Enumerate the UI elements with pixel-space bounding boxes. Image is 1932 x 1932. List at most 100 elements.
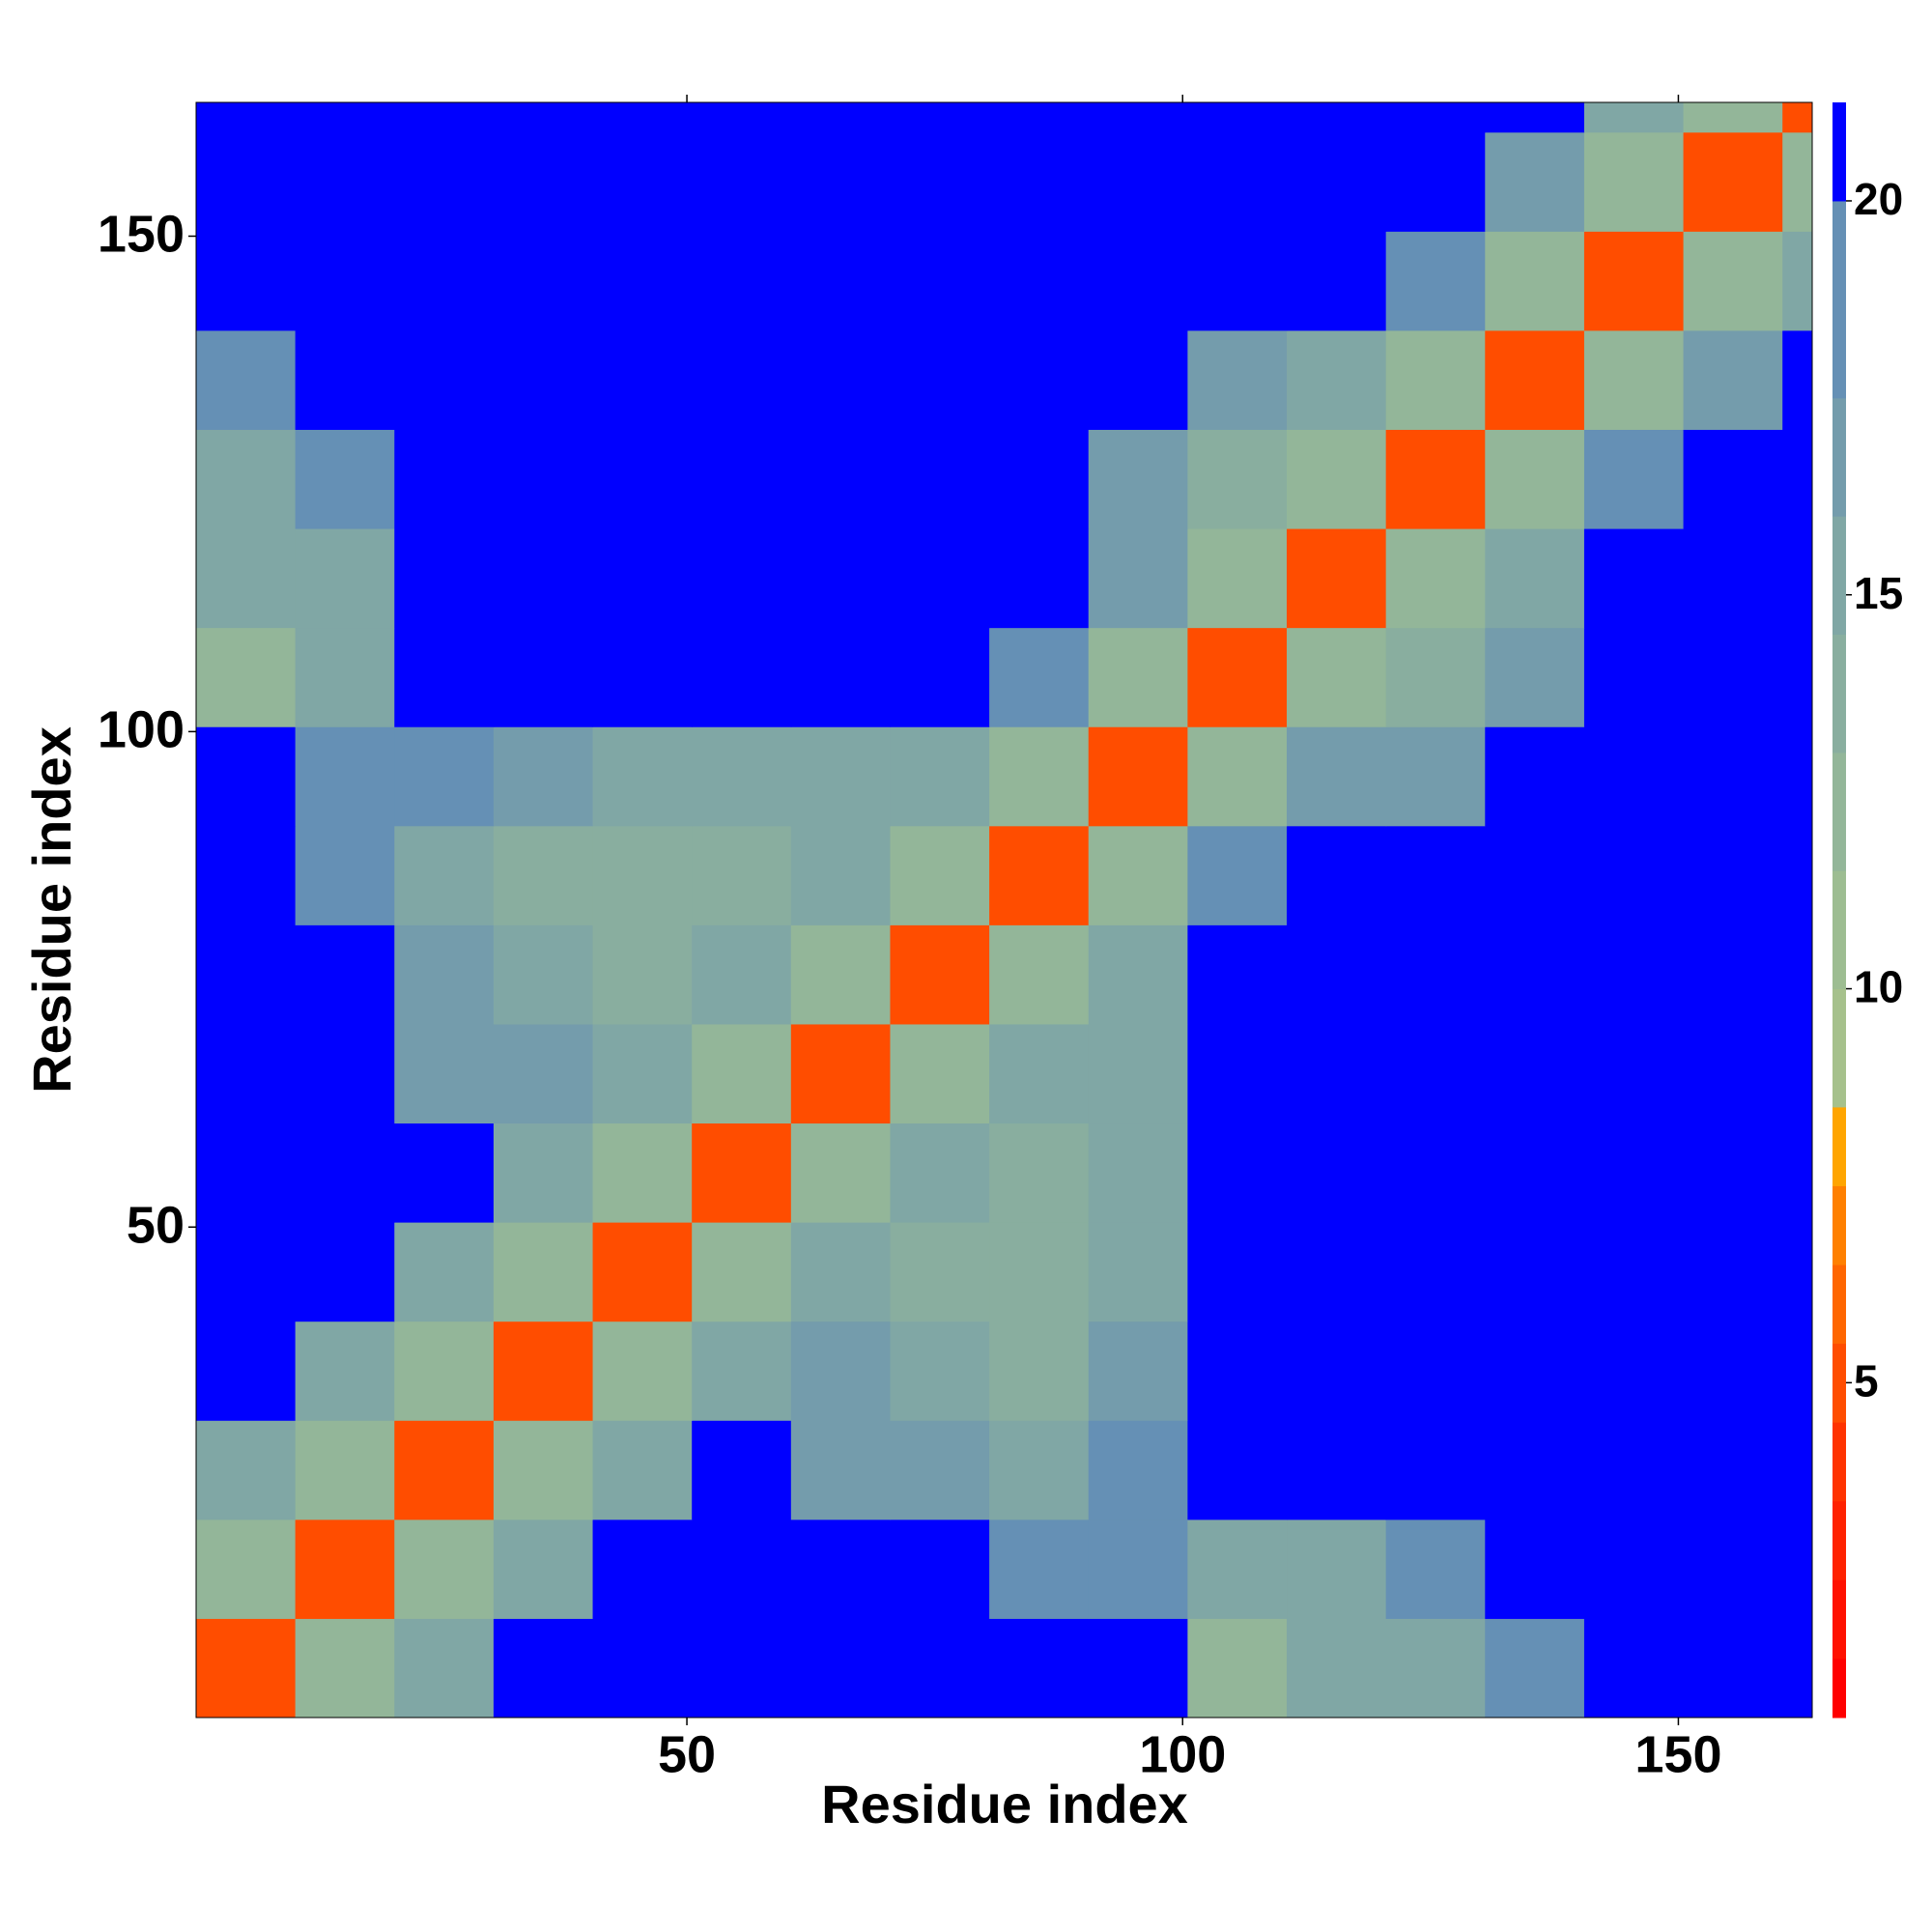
heatmap-cell [989, 1420, 1090, 1520]
colorbar-tick-label: 15 [1854, 568, 1903, 618]
heatmap-cell [1485, 1420, 1585, 1520]
heatmap-cell [1782, 825, 1813, 925]
heatmap-cell [493, 131, 594, 232]
heatmap-cell [1287, 429, 1387, 529]
heatmap-cell [890, 429, 990, 529]
heatmap-cell [1187, 429, 1288, 529]
heatmap-cell [196, 131, 297, 232]
heatmap-cell [1782, 1618, 1813, 1719]
heatmap-cell [394, 1618, 495, 1719]
heatmap-cell [692, 131, 792, 232]
heatmap-cell [493, 231, 594, 331]
heatmap-cell [1385, 627, 1486, 727]
heatmap-cell [890, 825, 990, 925]
heatmap-cell [989, 528, 1090, 629]
heatmap-cell [692, 1222, 792, 1322]
heatmap-cell [790, 231, 891, 331]
heatmap-cell [692, 429, 792, 529]
colorbar-band [1833, 102, 1846, 202]
colorbar-band [1833, 1185, 1846, 1265]
heatmap-cell [196, 825, 297, 925]
heatmap-cell [790, 131, 891, 232]
heatmap-cell [890, 1321, 990, 1421]
heatmap-cell [692, 102, 792, 133]
heatmap-cell [1385, 131, 1486, 232]
heatmap-cell [394, 131, 495, 232]
heatmap-cell [1782, 726, 1813, 827]
heatmap-cell [1782, 1122, 1813, 1223]
heatmap-cell [1187, 329, 1288, 431]
heatmap-cell [1485, 231, 1585, 331]
colorbar-band [1833, 1658, 1846, 1719]
heatmap-cell [890, 528, 990, 629]
heatmap-cell [692, 627, 792, 727]
heatmap-cell [196, 528, 297, 629]
heatmap-cell [1782, 1420, 1813, 1520]
heatmap-cell [692, 231, 792, 331]
heatmap-cell [196, 1321, 297, 1421]
heatmap-cell [989, 924, 1090, 1025]
heatmap-cell [295, 1420, 395, 1520]
heatmap-cell [1187, 1618, 1288, 1719]
heatmap-cell [295, 825, 395, 925]
heatmap-cell [989, 231, 1090, 331]
y-tick-label: 150 [98, 206, 185, 264]
heatmap-cell [394, 726, 495, 827]
heatmap-cell [592, 102, 693, 133]
heatmap-cell [890, 627, 990, 727]
heatmap-cell [1287, 924, 1387, 1025]
heatmap-cell [692, 1321, 792, 1421]
heatmap-cell [394, 329, 495, 431]
heatmap-cell [890, 131, 990, 232]
heatmap-cell [1485, 924, 1585, 1025]
heatmap-cell [1583, 1023, 1685, 1124]
heatmap-cell [1088, 1618, 1188, 1719]
x-tick-label: 150 [1634, 1725, 1721, 1783]
heatmap-cell [394, 429, 495, 529]
heatmap-cell [1187, 1222, 1288, 1322]
plot-frame [195, 101, 1813, 1719]
heatmap-cell [1385, 825, 1486, 925]
colorbar-band [1833, 1422, 1846, 1502]
heatmap-cell [1088, 429, 1188, 529]
heatmap-cell [1583, 1321, 1685, 1421]
heatmap-cell [1485, 528, 1585, 629]
heatmap-cell [989, 102, 1090, 133]
heatmap-cell [295, 1023, 395, 1124]
heatmap-cell [196, 1023, 297, 1124]
heatmap-cell [1385, 329, 1486, 431]
heatmap-cell [1088, 329, 1188, 431]
heatmap-cell [1485, 726, 1585, 827]
heatmap-cell [790, 924, 891, 1025]
heatmap-cell [1782, 1519, 1813, 1619]
heatmap-cell [1782, 429, 1813, 529]
heatmap-cell [196, 1618, 297, 1719]
heatmap-cell [196, 1122, 297, 1223]
heatmap-cell [790, 1321, 891, 1421]
heatmap-cell [394, 1321, 495, 1421]
heatmap [196, 102, 1813, 1719]
heatmap-cell [592, 231, 693, 331]
heatmap-cell [592, 1321, 693, 1421]
heatmap-cell [989, 429, 1090, 529]
heatmap-cell [592, 1420, 693, 1520]
heatmap-cell [1683, 825, 1783, 925]
heatmap-cell [1583, 924, 1685, 1025]
heatmap-cell [989, 1618, 1090, 1719]
heatmap-cell [592, 924, 693, 1025]
heatmap-cell [1187, 726, 1288, 827]
heatmap-cell [196, 1222, 297, 1322]
heatmap-cell [1683, 1618, 1783, 1719]
heatmap-cell [890, 1618, 990, 1719]
heatmap-cell [196, 102, 297, 133]
heatmap-cell [394, 825, 495, 925]
heatmap-cell [1683, 1222, 1783, 1322]
heatmap-cell [592, 1222, 693, 1322]
heatmap-cell [1683, 1420, 1783, 1520]
heatmap-cell [989, 1321, 1090, 1421]
heatmap-cell [493, 1222, 594, 1322]
heatmap-cell [790, 1519, 891, 1619]
heatmap-cell [1683, 102, 1783, 133]
heatmap-cell [1287, 528, 1387, 629]
